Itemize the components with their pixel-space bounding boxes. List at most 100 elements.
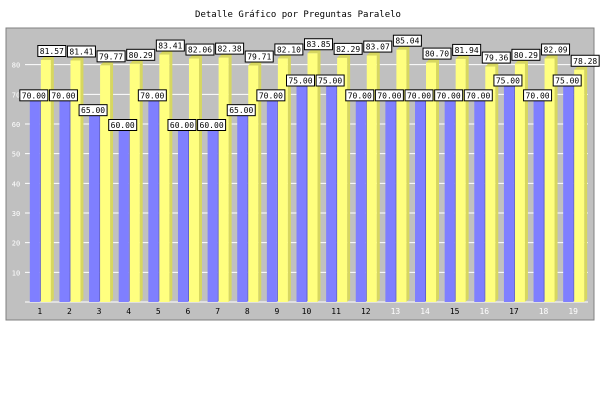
bar-series2-top bbox=[366, 52, 380, 56]
y-tick-label: 70 bbox=[12, 91, 20, 99]
data-label: 75.00 bbox=[288, 77, 312, 86]
data-label-box bbox=[523, 89, 553, 102]
bar-series2-side bbox=[198, 55, 202, 303]
bar-series2 bbox=[485, 66, 496, 302]
y-tick-label: 80 bbox=[12, 62, 20, 70]
data-label: 78.28 bbox=[573, 57, 597, 66]
data-label-box bbox=[108, 119, 138, 131]
bar-series2 bbox=[307, 53, 318, 303]
x-tick-label: 9 bbox=[274, 307, 279, 316]
data-label-box bbox=[304, 38, 333, 51]
data-label: 70.00 bbox=[526, 91, 550, 100]
bar-series2-side bbox=[495, 63, 499, 302]
data-label-box bbox=[256, 89, 286, 102]
bar-series2 bbox=[70, 60, 81, 302]
bar-series2-top bbox=[218, 54, 232, 58]
data-label-box bbox=[452, 43, 482, 56]
data-label-box bbox=[345, 89, 375, 102]
data-label-box bbox=[541, 43, 571, 56]
data-label-box bbox=[96, 50, 126, 63]
data-label-box bbox=[434, 89, 464, 102]
bar-series2-side bbox=[465, 55, 469, 303]
data-label: 82.38 bbox=[218, 45, 242, 54]
bar-series2-top bbox=[159, 51, 173, 55]
data-label: 80.29 bbox=[129, 51, 153, 60]
x-tick-label: 19 bbox=[568, 307, 578, 316]
data-label-box bbox=[167, 119, 197, 131]
data-label-box bbox=[66, 45, 96, 58]
x-tick-label: 4 bbox=[126, 307, 131, 316]
bar-series1 bbox=[533, 94, 544, 302]
data-label: 65.00 bbox=[81, 106, 105, 115]
data-label-box bbox=[78, 104, 108, 117]
x-tick-label: 7 bbox=[215, 307, 220, 316]
data-label: 70.00 bbox=[348, 91, 372, 100]
bar-series1 bbox=[296, 79, 307, 302]
bar-series1 bbox=[563, 79, 574, 302]
bar-series2-side bbox=[228, 54, 232, 302]
data-label-box bbox=[570, 54, 600, 67]
bar-series2 bbox=[514, 63, 525, 302]
bar-series1 bbox=[385, 94, 396, 302]
bar-series2 bbox=[129, 63, 140, 302]
data-label: 80.29 bbox=[514, 51, 538, 60]
bar-series2-side bbox=[584, 66, 588, 302]
data-label-box bbox=[215, 42, 245, 55]
x-tick-label: 13 bbox=[391, 307, 401, 316]
x-tick-label: 8 bbox=[245, 307, 250, 316]
data-label: 70.00 bbox=[22, 91, 46, 100]
bar-series2-side bbox=[287, 55, 291, 302]
data-label: 70.00 bbox=[377, 91, 401, 100]
data-label: 82.09 bbox=[544, 45, 568, 54]
bar-series1 bbox=[474, 94, 485, 302]
data-label: 70.00 bbox=[140, 91, 164, 100]
bar-series2-top bbox=[514, 60, 528, 64]
bar-series2-side bbox=[139, 60, 143, 302]
data-label: 70.00 bbox=[466, 91, 490, 100]
data-label: 70.00 bbox=[407, 91, 431, 100]
bar-series2-top bbox=[485, 63, 499, 67]
bar-series2 bbox=[248, 65, 259, 302]
x-tick-label: 17 bbox=[509, 307, 519, 316]
bar-series2-top bbox=[277, 55, 291, 59]
data-label: 79.77 bbox=[99, 52, 123, 61]
data-label: 60.00 bbox=[111, 121, 135, 130]
bar-series1 bbox=[415, 94, 426, 302]
bar-series1 bbox=[148, 94, 159, 302]
y-tick-label: 30 bbox=[12, 210, 20, 218]
data-label: 70.00 bbox=[51, 91, 75, 100]
x-tick-label: 14 bbox=[420, 307, 430, 316]
data-label: 81.57 bbox=[40, 47, 64, 56]
bar-series2-side bbox=[80, 57, 84, 302]
data-label: 82.29 bbox=[336, 45, 360, 54]
data-label: 65.00 bbox=[229, 106, 253, 115]
bar-series1 bbox=[355, 94, 366, 302]
bar-series2-side bbox=[376, 52, 380, 303]
data-label-box bbox=[286, 74, 315, 87]
data-label-box bbox=[48, 89, 78, 102]
bar-series2-top bbox=[455, 55, 469, 59]
data-label: 81.94 bbox=[455, 46, 479, 55]
bar-series1 bbox=[118, 124, 129, 302]
data-label-box bbox=[422, 47, 452, 60]
bar-series2 bbox=[100, 65, 111, 302]
bar-series2-top bbox=[574, 66, 588, 70]
bar-series2 bbox=[40, 60, 51, 302]
data-label-box bbox=[333, 42, 363, 55]
data-label-box bbox=[511, 48, 541, 61]
data-label-box bbox=[19, 89, 49, 102]
data-label: 82.10 bbox=[277, 45, 301, 54]
y-tick-label: 60 bbox=[12, 121, 20, 129]
bar-series1 bbox=[177, 124, 188, 302]
bar-series2-side bbox=[169, 51, 173, 302]
bar-series2 bbox=[277, 58, 288, 302]
bar-series1 bbox=[237, 109, 248, 303]
data-label-box bbox=[244, 50, 274, 63]
data-label: 83.41 bbox=[158, 42, 182, 51]
y-tick-label: 20 bbox=[12, 240, 20, 248]
y-tick-label: 50 bbox=[12, 151, 20, 159]
data-label-box bbox=[274, 43, 304, 56]
bar-series2-top bbox=[337, 54, 351, 58]
bar-series2 bbox=[159, 54, 170, 302]
